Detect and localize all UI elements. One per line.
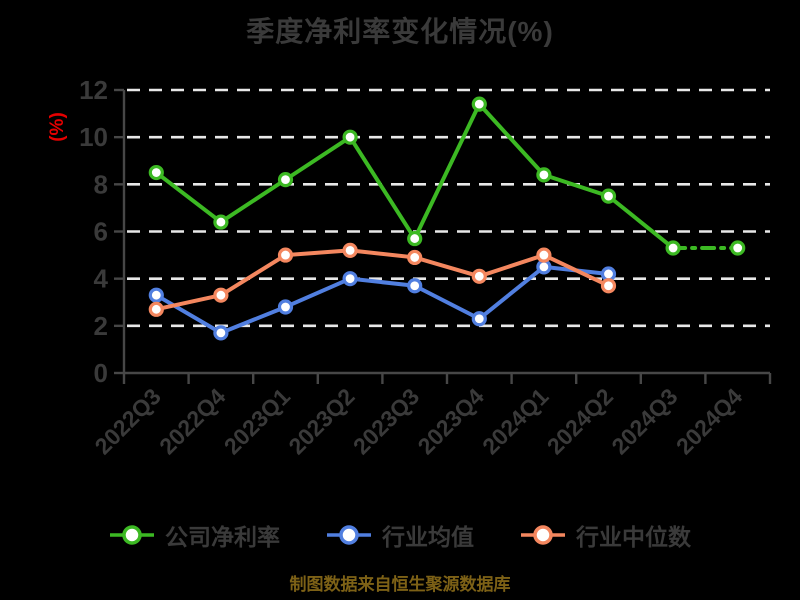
legend-item-industry-median[interactable]: 行业中位数 (520, 518, 691, 552)
svg-text:2023Q4: 2023Q4 (413, 383, 489, 459)
svg-text:6: 6 (94, 217, 108, 247)
x-axis-labels: 2022Q32022Q42023Q12023Q22023Q32023Q42024… (90, 383, 748, 459)
y-axis-ticks: 0 2 4 6 8 10 12 (79, 75, 124, 388)
legend-label: 公司净利率 (165, 524, 280, 550)
data-source-note: 制图数据来自恒生聚源数据库 (289, 575, 511, 594)
series-line-0 (148, 96, 746, 256)
legend-label: 行业均值 (382, 524, 474, 550)
y-axis-label: (%) (47, 112, 68, 142)
svg-text:2023Q2: 2023Q2 (283, 383, 359, 459)
line-marker-icon (110, 525, 154, 545)
svg-text:2023Q1: 2023Q1 (219, 383, 295, 459)
svg-text:4: 4 (94, 264, 109, 294)
svg-text:2024Q2: 2024Q2 (542, 383, 618, 459)
series-line-2 (148, 242, 617, 317)
svg-text:8: 8 (94, 169, 108, 199)
line-chart-plot-area: 024681012(%)2022Q32022Q42023Q12023Q22023… (47, 75, 772, 459)
svg-text:2022Q4: 2022Q4 (154, 383, 230, 459)
svg-text:2024Q3: 2024Q3 (606, 383, 682, 459)
svg-text:0: 0 (94, 358, 108, 388)
legend-item-industry-mean[interactable]: 行业均值 (326, 518, 474, 552)
svg-text:12: 12 (79, 75, 108, 105)
svg-text:2023Q3: 2023Q3 (348, 383, 424, 459)
svg-text:2024Q1: 2024Q1 (477, 383, 553, 459)
svg-text:2024Q4: 2024Q4 (671, 383, 747, 459)
svg-text:2022Q3: 2022Q3 (90, 383, 166, 459)
legend-label: 行业中位数 (576, 524, 691, 550)
chart-legend: 公司净利率 行业均值 行业中位数 (0, 518, 800, 552)
legend-item-company-net-margin[interactable]: 公司净利率 (109, 518, 280, 552)
chart-title: 季度净利率变化情况(%) (246, 16, 554, 47)
svg-text:2: 2 (94, 311, 108, 341)
line-marker-icon (521, 525, 565, 545)
line-marker-icon (327, 525, 371, 545)
x-axis-ticks (122, 373, 772, 384)
svg-text:10: 10 (79, 122, 108, 152)
y-gridlines (127, 88, 770, 328)
